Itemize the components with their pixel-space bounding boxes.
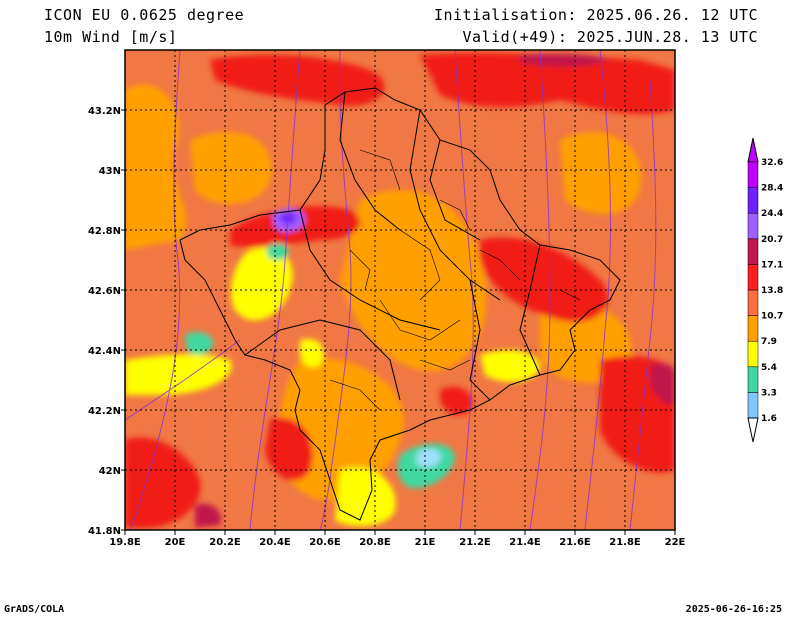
field-yellow-southwest — [125, 354, 232, 395]
lon-tick-label: 20.8E — [359, 537, 391, 548]
lon-tick-label: 21.2E — [459, 537, 491, 548]
variable-title: 10m Wind [m/s] — [44, 28, 178, 46]
field-yellow-south — [335, 467, 396, 526]
field-yellow-west — [230, 247, 293, 321]
footer-right: 2025-06-26-16:25 — [685, 604, 782, 615]
colorbar-label: 32.6 — [761, 158, 783, 168]
lat-tick-label: 42.4N — [88, 346, 121, 357]
field-red-sw — [125, 437, 201, 529]
colorbar-label: 24.4 — [761, 209, 783, 219]
field-red-ne — [420, 52, 675, 115]
lon-tick-label: 22E — [665, 537, 686, 548]
field-lightblue-south — [416, 449, 441, 468]
colorbar-swatch — [747, 238, 759, 265]
footer-left: GrADS/COLA — [4, 604, 65, 615]
lon-tick-label: 21.6E — [559, 537, 591, 548]
country-border — [179, 87, 621, 521]
colorbar-label: 13.8 — [761, 286, 783, 296]
field-yellow-mid — [299, 339, 324, 368]
colorbar-label: 17.1 — [761, 260, 783, 270]
lat-tick-label: 42.2N — [88, 406, 121, 417]
lon-tick-label: 20.4E — [259, 537, 291, 548]
colorbar-swatch — [747, 289, 759, 316]
field-red-center-south — [440, 386, 473, 416]
init-time: Initialisation: 2025.06.26. 12 UTC — [433, 6, 758, 24]
field-orange-north — [190, 132, 272, 204]
lon-tick-label: 19.8E — [109, 537, 141, 548]
field-yellow-se — [480, 350, 540, 382]
colorbar-label: 7.9 — [761, 337, 777, 347]
colorbar-swatch — [747, 366, 759, 393]
colorbar-label: 1.6 — [761, 414, 777, 424]
colorbar-label: 20.7 — [761, 235, 783, 245]
lon-axis: 19.8E 20E 20.2E 20.4E 20.6E 20.8E 21E 21.2E 21.4… — [109, 530, 686, 548]
field-magenta-north — [520, 53, 610, 67]
valid-time: Valid(+49): 2025.JUN.28. 13 UTC — [462, 28, 758, 46]
lat-tick-label: 41.8N — [88, 526, 121, 537]
colorbar-bottom-arrow — [747, 417, 759, 443]
lon-tick-label: 20.2E — [209, 537, 241, 548]
lon-tick-label: 20.6E — [309, 537, 341, 548]
lat-tick-label: 42.8N — [88, 226, 121, 237]
field-orange-west — [125, 84, 187, 251]
municipality-borders — [329, 149, 581, 411]
colorbar-swatch — [747, 212, 759, 240]
colorbar-label: 3.3 — [761, 388, 777, 398]
lon-tick-label: 21.8E — [609, 537, 641, 548]
lat-tick-label: 42.6N — [88, 286, 121, 297]
colorbar-swatch — [747, 161, 759, 188]
field-red-east — [480, 237, 608, 322]
lon-tick-label: 21.4E — [509, 537, 541, 548]
lat-tick-label: 43.2N — [88, 106, 121, 117]
lat-tick-label: 42N — [99, 466, 121, 477]
colorbar: 1.6 3.3 5.4 7.9 10.7 13.8 17.1 20.7 24.4 28.4 32.6 — [747, 137, 783, 443]
region-borders — [244, 91, 541, 401]
field-red-southcenter — [265, 418, 313, 481]
lon-tick-label: 21E — [415, 537, 436, 548]
field-teal-north — [267, 243, 289, 261]
field-orange-ne — [560, 132, 642, 214]
colorbar-top-arrow — [747, 137, 759, 163]
gridlines — [125, 50, 675, 530]
colorbar-label: 28.4 — [761, 184, 783, 194]
field-magenta-east — [650, 363, 675, 405]
colorbar-swatch — [747, 315, 759, 342]
lat-tick-label: 43N — [99, 166, 121, 177]
colorbar-label: 5.4 — [761, 363, 777, 373]
wind-field — [125, 50, 675, 530]
colorbar-swatch — [747, 392, 759, 419]
lon-tick-label: 20E — [165, 537, 186, 548]
field-magenta-southwest — [195, 503, 221, 528]
colorbar-swatch — [747, 187, 759, 214]
lat-axis: 43.2N 43N 42.8N 42.6N 42.4N 42.2N 42N 41.8N — [88, 106, 125, 537]
field-orange-center — [340, 189, 487, 372]
colorbar-label: 10.7 — [761, 312, 783, 322]
field-teal-west — [185, 332, 214, 355]
borders — [179, 87, 621, 521]
colorbar-swatch — [747, 264, 759, 291]
model-title: ICON EU 0.0625 degree — [44, 6, 245, 24]
colorbar-swatch — [747, 340, 759, 368]
